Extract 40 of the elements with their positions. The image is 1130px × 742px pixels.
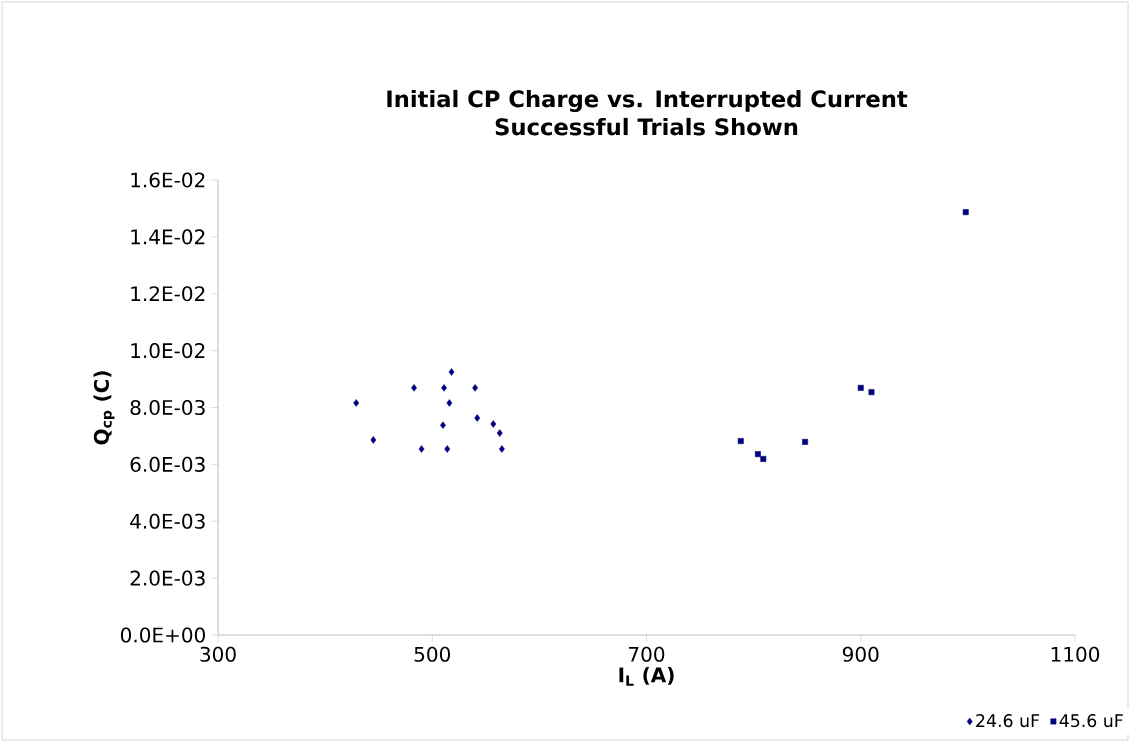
point	[868, 389, 875, 396]
legend-label: 45.6 uF	[1059, 714, 1123, 728]
y-tick-label: 8.0E-03	[130, 399, 205, 416]
y-tick-label: 1.2E-02	[131, 286, 205, 302]
point	[353, 399, 360, 407]
y-tick-label: 2.0E-03	[130, 570, 205, 586]
point	[444, 445, 451, 453]
point	[446, 399, 453, 407]
point	[370, 436, 377, 444]
y-tick-label: 6.0E-03	[130, 456, 205, 472]
point	[496, 429, 503, 437]
point	[448, 368, 455, 376]
x-tick-label: 900	[842, 646, 879, 662]
y-tick-label: 0.0E+00	[120, 627, 205, 643]
point	[441, 384, 447, 392]
point	[490, 420, 497, 428]
x-tick-label: 300	[200, 646, 236, 662]
y-tick-label: 1.4E-02	[131, 229, 205, 245]
point	[474, 414, 481, 422]
point	[472, 384, 478, 392]
point	[411, 384, 417, 392]
point	[737, 438, 744, 444]
x-axis-title: I$_{L}$ (A)	[619, 667, 674, 686]
chart-title: Initial CP Charge vs. Interrupted Current Successful Trials Shown	[387, 89, 908, 136]
point	[802, 438, 808, 445]
point	[962, 209, 969, 216]
legend-label: 24.6 uF	[976, 714, 1040, 728]
x-tick-label: 1100	[1051, 646, 1100, 662]
y-axis-title: Q$_{cp}$ (C)	[93, 371, 115, 445]
y-tick-label: 4.0E-03	[130, 513, 205, 529]
point	[440, 421, 446, 429]
point	[499, 445, 505, 453]
y-tick-label: 1.6E-02	[131, 172, 205, 188]
point	[857, 384, 864, 391]
point	[760, 456, 767, 462]
point	[418, 445, 425, 453]
point	[754, 451, 761, 458]
x-tick-label: 500	[414, 646, 451, 662]
y-tick-label: 1.0E-02	[131, 343, 205, 359]
x-tick-label: 700	[629, 646, 665, 662]
